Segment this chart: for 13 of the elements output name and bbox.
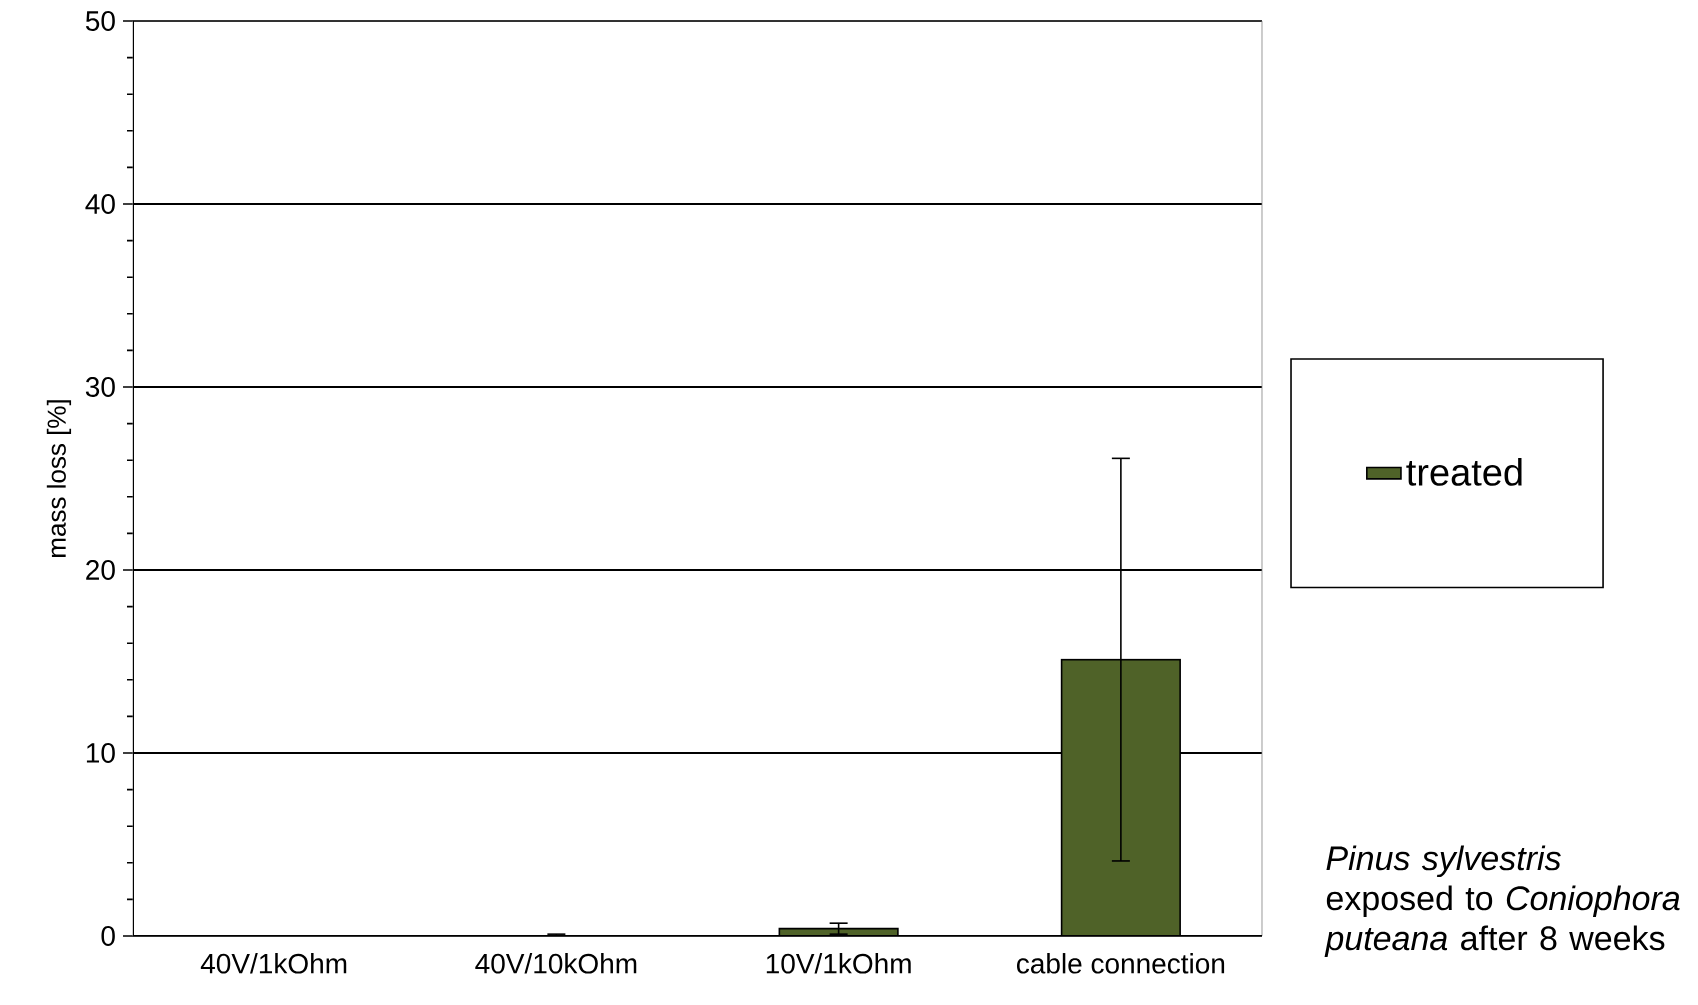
y-tick-label: 50 (85, 11, 115, 31)
y-tick-label: 10 (86, 743, 115, 763)
x-tick-label: 10V/1kOhm (766, 953, 911, 974)
legend-label: treated (1406, 457, 1522, 486)
y-tick-label: 40 (85, 194, 115, 214)
y-axis-title: mass loss [%] (46, 400, 72, 557)
x-tick-label: 40V/10kOhm (475, 953, 637, 974)
y-tick-label: 20 (86, 560, 115, 580)
x-tick-label: cable connection (1016, 953, 1225, 974)
x-tick-label: 40V/1kOhm (200, 953, 347, 974)
y-tick-label: 0 (101, 926, 115, 946)
text: Pinus sylvestris exposed to Coniophora puteana after 8 weeks (1324, 845, 1680, 958)
y-tick-label: 30 (85, 377, 115, 397)
